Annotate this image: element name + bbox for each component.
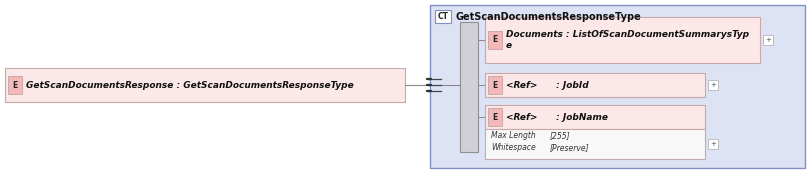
Circle shape	[427, 84, 431, 85]
Text: [Preserve]: [Preserve]	[550, 143, 590, 153]
Text: E: E	[492, 80, 498, 89]
Bar	[488, 76, 502, 94]
Text: GetScanDocumentsResponse : GetScanDocumentsResponseType: GetScanDocumentsResponse : GetScanDocume…	[26, 80, 354, 89]
Bar	[460, 22, 478, 152]
Text: E: E	[492, 35, 498, 44]
Bar	[485, 105, 705, 129]
Bar	[485, 73, 705, 97]
Bar	[485, 17, 760, 63]
Bar	[708, 80, 718, 90]
Circle shape	[427, 90, 431, 92]
Bar	[5, 68, 405, 102]
Bar	[435, 10, 451, 23]
Text: <Ref>      : JobName: <Ref> : JobName	[506, 112, 608, 121]
Circle shape	[427, 79, 431, 80]
Text: E: E	[12, 80, 18, 89]
Bar	[488, 108, 502, 126]
Text: +: +	[765, 37, 771, 43]
Text: Max Length: Max Length	[491, 131, 536, 140]
Bar	[485, 129, 705, 159]
Text: GetScanDocumentsResponseType: GetScanDocumentsResponseType	[456, 11, 642, 21]
Text: Whitespace: Whitespace	[491, 143, 536, 153]
Bar	[488, 31, 502, 49]
Text: CT: CT	[437, 12, 448, 21]
Text: +: +	[710, 82, 716, 88]
Text: +: +	[710, 141, 716, 147]
Text: <Ref>      : JobId: <Ref> : JobId	[506, 80, 589, 89]
Bar	[708, 139, 718, 149]
Text: Documents : ListOfScanDocumentSummarysTyp
e: Documents : ListOfScanDocumentSummarysTy…	[506, 30, 749, 50]
Bar	[8, 76, 22, 94]
Bar	[430, 5, 805, 168]
Text: E: E	[492, 112, 498, 121]
Text: [255]: [255]	[550, 131, 571, 140]
Bar	[763, 35, 773, 45]
